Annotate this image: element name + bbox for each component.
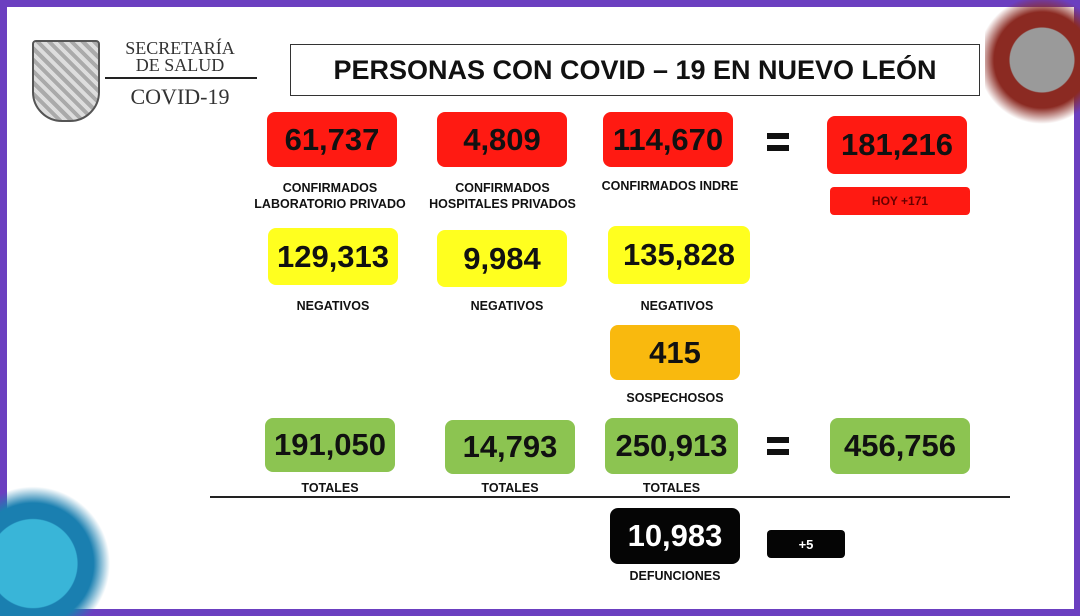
negatives-indre: 135,828	[608, 226, 750, 284]
label-private-lab: CONFIRMADOS LABORATORIO PRIVADO	[254, 181, 406, 211]
label-indre: CONFIRMADOS INDRE	[601, 179, 739, 193]
label-deaths: DEFUNCIONES	[629, 569, 721, 583]
divider-line	[210, 496, 1010, 498]
deaths-value: 10,983	[610, 508, 740, 564]
equals-sign	[767, 133, 789, 139]
equals-sign-bar	[767, 145, 789, 151]
virus-image-top-right	[985, 0, 1080, 150]
suspects-value: 415	[610, 325, 740, 380]
label-negatives: NEGATIVOS	[640, 299, 714, 313]
label-private-hosp: CONFIRMADOS HOSPITALES PRIVADOS	[429, 181, 576, 211]
virus-image-bottom-left	[0, 485, 110, 616]
logo-divider	[105, 77, 257, 79]
negatives-private-lab: 129,313	[268, 228, 398, 285]
negatives-private-hosp: 9,984	[437, 230, 567, 287]
equals-sign	[767, 437, 789, 443]
confirmed-today-badge: HOY +171	[830, 187, 970, 215]
equals-sign-bar	[767, 449, 789, 455]
label-totals: TOTALES	[642, 481, 701, 495]
label-negatives: NEGATIVOS	[470, 299, 544, 313]
totals-private-lab: 191,050	[265, 418, 395, 472]
label-suspects: SOSPECHOSOS	[626, 391, 724, 405]
label-totals: TOTALES	[481, 481, 539, 495]
confirmed-private-hosp: 4,809	[437, 112, 567, 167]
totals-grand: 456,756	[830, 418, 970, 474]
totals-indre: 250,913	[605, 418, 738, 474]
label-totals: TOTALES	[301, 481, 359, 495]
page-title: PERSONAS CON COVID – 19 EN NUEVO LEÓN	[290, 44, 980, 96]
org-name-line2: DE SALUD	[135, 55, 225, 75]
confirmed-private-lab: 61,737	[267, 112, 397, 167]
coat-of-arms-logo	[32, 40, 100, 122]
totals-private-hosp: 14,793	[445, 420, 575, 474]
org-name-line1: SECRETARÍA	[125, 38, 235, 58]
program-name: COVID-19	[130, 84, 230, 109]
confirmed-indre: 114,670	[603, 112, 733, 167]
confirmed-total: 181,216	[827, 116, 967, 174]
deaths-today-badge: +5	[767, 530, 845, 558]
label-negatives: NEGATIVOS	[296, 299, 370, 313]
